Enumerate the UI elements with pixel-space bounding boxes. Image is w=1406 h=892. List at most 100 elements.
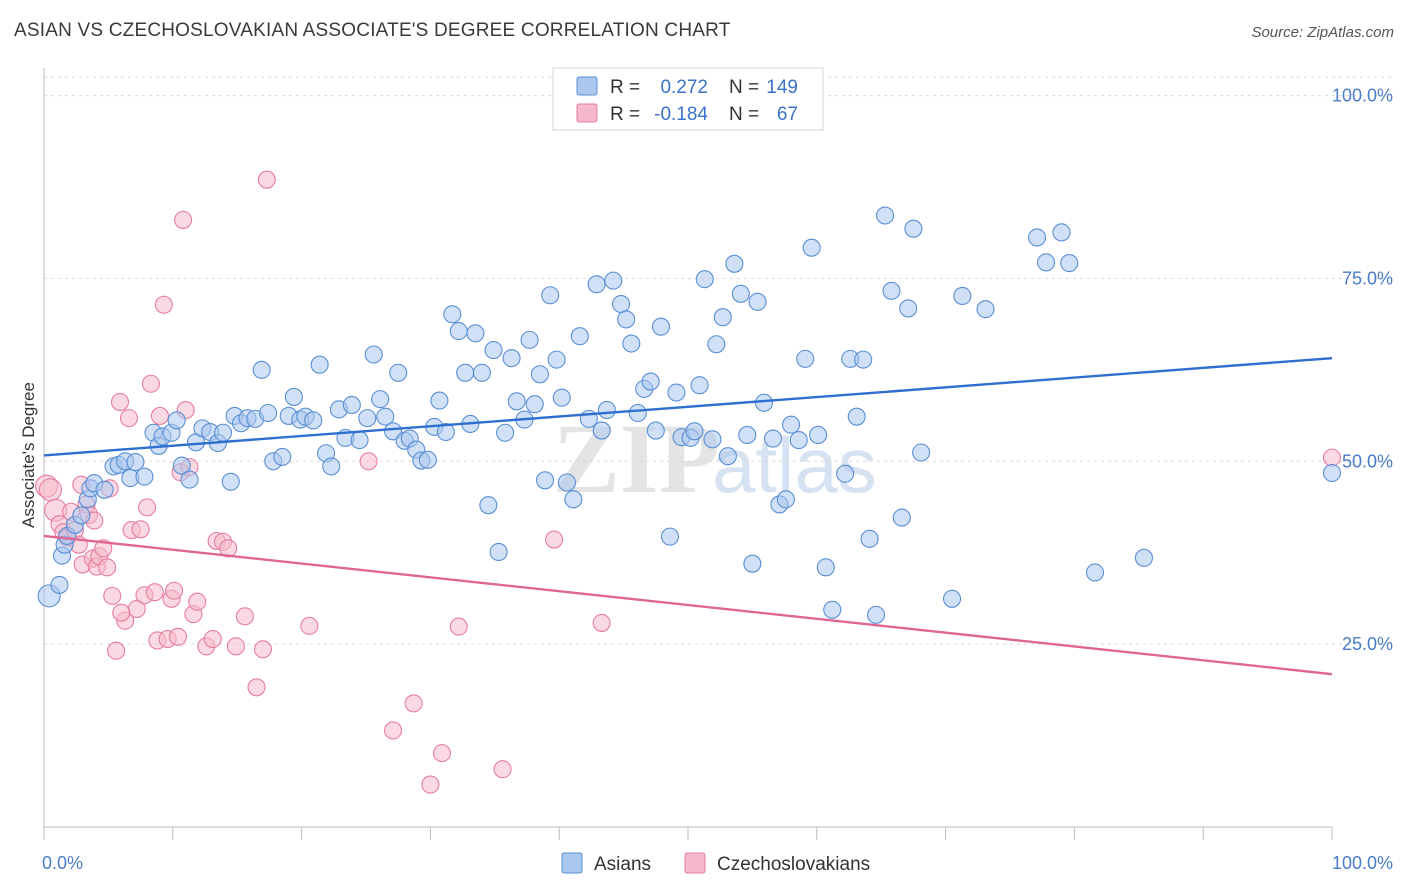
asian-point — [1322, 463, 1342, 483]
asian-point — [376, 407, 395, 426]
y-tick-label-50: 50.0% — [1342, 451, 1393, 471]
asian-point — [541, 286, 560, 305]
asian-point — [876, 206, 895, 225]
bottom-legend-label-czech: Czechoslovakians — [717, 854, 870, 875]
czech-point — [188, 592, 207, 611]
asian-point — [892, 508, 911, 527]
asian-point — [350, 431, 369, 450]
bottom-legend-label-asians: Asians — [594, 854, 651, 875]
czech-point — [235, 607, 254, 626]
asian-point — [754, 393, 774, 412]
asian-point — [180, 470, 199, 489]
czech-point — [247, 678, 266, 697]
czech-point — [544, 530, 564, 549]
asian-point — [273, 447, 292, 466]
asian-point — [126, 452, 145, 472]
asian-point — [823, 600, 842, 619]
asian-point — [479, 496, 498, 515]
asian-point — [809, 425, 828, 445]
legend-n-label-czech: N = — [729, 104, 759, 125]
asian-point — [738, 425, 757, 445]
y-tick-label-25: 25.0% — [1342, 634, 1393, 654]
asian-point — [860, 529, 879, 548]
asian-point — [496, 423, 515, 442]
czech-point — [112, 603, 131, 622]
czech-point — [226, 637, 245, 656]
czech-point — [359, 452, 378, 471]
asian-point — [713, 308, 732, 327]
asian-point — [172, 456, 191, 475]
czech-point — [98, 558, 117, 577]
asian-point — [953, 286, 972, 306]
asian-point — [707, 335, 726, 354]
asian-point — [718, 447, 737, 466]
asian-point — [725, 254, 744, 273]
asian-point — [310, 355, 329, 374]
asian-point — [530, 365, 549, 384]
czech-point — [253, 640, 273, 659]
czech-point — [300, 616, 319, 635]
asian-point — [489, 542, 508, 562]
asian-point — [703, 430, 722, 449]
asian-point — [1027, 228, 1047, 247]
asian-point — [912, 443, 931, 462]
czech-point — [145, 583, 164, 602]
asian-point — [50, 575, 69, 594]
asian-point — [646, 421, 665, 440]
asian-point — [284, 387, 303, 406]
czech-point — [38, 478, 62, 502]
asian-point — [796, 349, 815, 368]
legend-n-label-asians: N = — [729, 77, 759, 98]
asian-point — [690, 376, 709, 395]
asian-point — [789, 431, 808, 450]
czech-point — [94, 539, 113, 558]
asian-point — [866, 605, 886, 624]
czech-point — [165, 581, 184, 600]
y-axis-title: Associate's Degree — [19, 382, 38, 528]
asian-point — [525, 395, 544, 414]
asian-point — [617, 310, 636, 329]
czech-point — [592, 613, 611, 632]
czech-point — [137, 498, 157, 517]
asian-point — [836, 464, 855, 483]
czech-point — [141, 374, 160, 393]
asian-point — [904, 219, 923, 238]
czech-point — [110, 392, 130, 412]
asian-point — [135, 467, 154, 486]
asian-point — [816, 558, 835, 577]
asian-point — [456, 363, 475, 382]
czech-point — [383, 721, 403, 740]
czech-point — [154, 295, 173, 314]
chart-title: ASIAN VS CZECHOSLOVAKIAN ASSOCIATE'S DEG… — [14, 20, 731, 41]
y-tick-label-100: 100.0% — [1332, 86, 1393, 106]
asian-point — [942, 589, 962, 608]
asian-point — [436, 422, 455, 442]
x-ticks — [43, 827, 1333, 840]
grid-lines — [44, 76, 1392, 645]
legend-r-value-czech: -0.184 — [654, 104, 708, 125]
asian-point — [364, 345, 383, 364]
czech-point — [449, 617, 468, 636]
czech-point — [432, 744, 452, 763]
asian-point — [371, 390, 390, 409]
asian-point — [763, 429, 783, 448]
legend-box — [552, 67, 824, 131]
asian-point — [611, 294, 631, 314]
asian-point — [976, 300, 995, 319]
czech-point — [150, 406, 169, 425]
asian-point — [667, 383, 686, 402]
x-tick-label-min: 0.0% — [42, 853, 83, 873]
asian-point — [651, 317, 671, 336]
asian-point — [72, 506, 91, 525]
asian-point — [685, 422, 704, 441]
czech-point — [203, 629, 222, 649]
czech-trend-line — [43, 534, 1333, 676]
asian-point — [570, 327, 589, 346]
asian-point — [557, 473, 576, 492]
asian-point — [802, 238, 821, 257]
asian-point — [847, 407, 866, 426]
czech-point — [131, 520, 150, 539]
czech-point — [404, 694, 423, 713]
czech-point — [174, 210, 193, 229]
